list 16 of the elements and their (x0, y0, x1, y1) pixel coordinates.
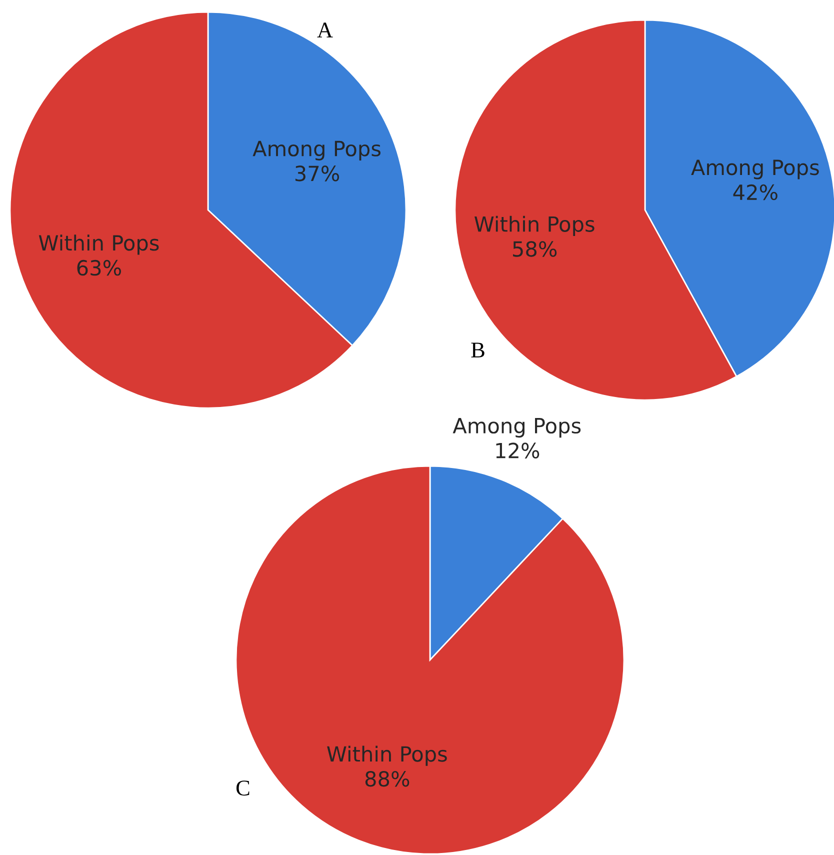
data-label: 58% (513, 241, 557, 257)
slice-label: Within Pops (327, 746, 447, 766)
data-label: 12% (496, 442, 540, 458)
text: C (236, 780, 250, 796)
pie-slice (235, 465, 625, 855)
slice-label: Within Pops (38, 234, 159, 255)
slice-label: Among Pops (452, 418, 581, 438)
slice-label: Among Pops (691, 160, 819, 180)
slice-label: Among Pops (252, 140, 380, 160)
chart-title: A (317, 22, 333, 38)
data-label: 42% (733, 184, 778, 200)
data-label: 63% (77, 260, 121, 276)
data-label: 88% (365, 770, 410, 787)
slice-label: Within Pops (474, 216, 594, 236)
text: B (471, 342, 484, 358)
data-label: 37% (295, 166, 340, 182)
